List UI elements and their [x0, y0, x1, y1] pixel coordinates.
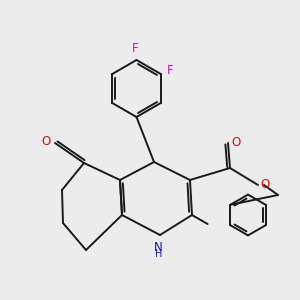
Text: O: O	[260, 178, 270, 191]
Text: O: O	[41, 135, 50, 148]
Text: F: F	[132, 42, 138, 55]
Text: H: H	[155, 249, 162, 259]
Text: N: N	[154, 241, 163, 254]
Text: F: F	[167, 64, 174, 77]
Text: O: O	[232, 136, 241, 148]
